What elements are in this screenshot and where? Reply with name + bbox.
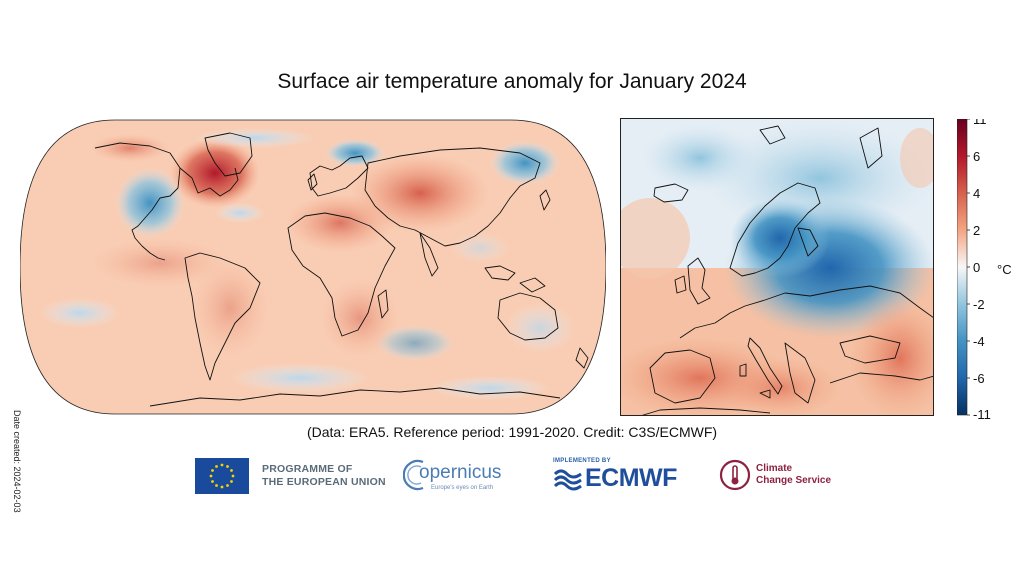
colorbar-tick: -4 — [973, 334, 985, 349]
colorbar-unit: °C — [997, 262, 1012, 277]
ecmwf-implemented-label: IMPLEMENTED BY — [553, 458, 611, 464]
c3s-text-line1: Climate — [756, 463, 793, 474]
europe-anomaly-map — [620, 118, 934, 416]
colorbar-tick: -6 — [973, 371, 985, 386]
thermometer-icon — [719, 459, 751, 491]
eu-programme-text: PROGRAMME OF THE EUROPEAN UNION — [262, 463, 386, 489]
copernicus-tagline: Europe's eyes on Earth — [431, 485, 494, 491]
map-title: Surface air temperature anomaly for Janu… — [277, 70, 747, 93]
colorbar-tick: -2 — [973, 297, 985, 312]
c3s-text: Climate Change Service — [756, 463, 831, 487]
eu-text-line1: PROGRAMME OF — [262, 463, 353, 475]
colorbar-tick: 11 — [973, 119, 987, 127]
colorbar-tick: 2 — [973, 223, 980, 238]
temperature-colorbar: 11 6 4 2 0 -2 -4 -6 -11 °C — [956, 112, 1017, 422]
global-anomaly-map — [19, 118, 607, 416]
eu-text-line2: THE EUROPEAN UNION — [262, 476, 386, 488]
data-credit: (Data: ERA5. Reference period: 1991-2020… — [306, 424, 718, 440]
colorbar-tick: -11 — [973, 407, 991, 419]
ecmwf-wave-icon — [553, 469, 582, 491]
c3s-text-line2: Change Service — [756, 475, 832, 486]
copernicus-name: opernicus — [419, 462, 502, 483]
colorbar-tick: 4 — [973, 186, 980, 201]
ecmwf-name: ECMWF — [585, 464, 677, 492]
logo-strip: PROGRAMME OF THE EUROPEAN UNION opernicu… — [0, 456, 1024, 496]
colorbar-tick: 6 — [973, 149, 980, 164]
copernicus-arc-icon — [403, 459, 424, 491]
eu-flag-icon — [195, 458, 249, 499]
colorbar-tick: 0 — [973, 260, 980, 275]
